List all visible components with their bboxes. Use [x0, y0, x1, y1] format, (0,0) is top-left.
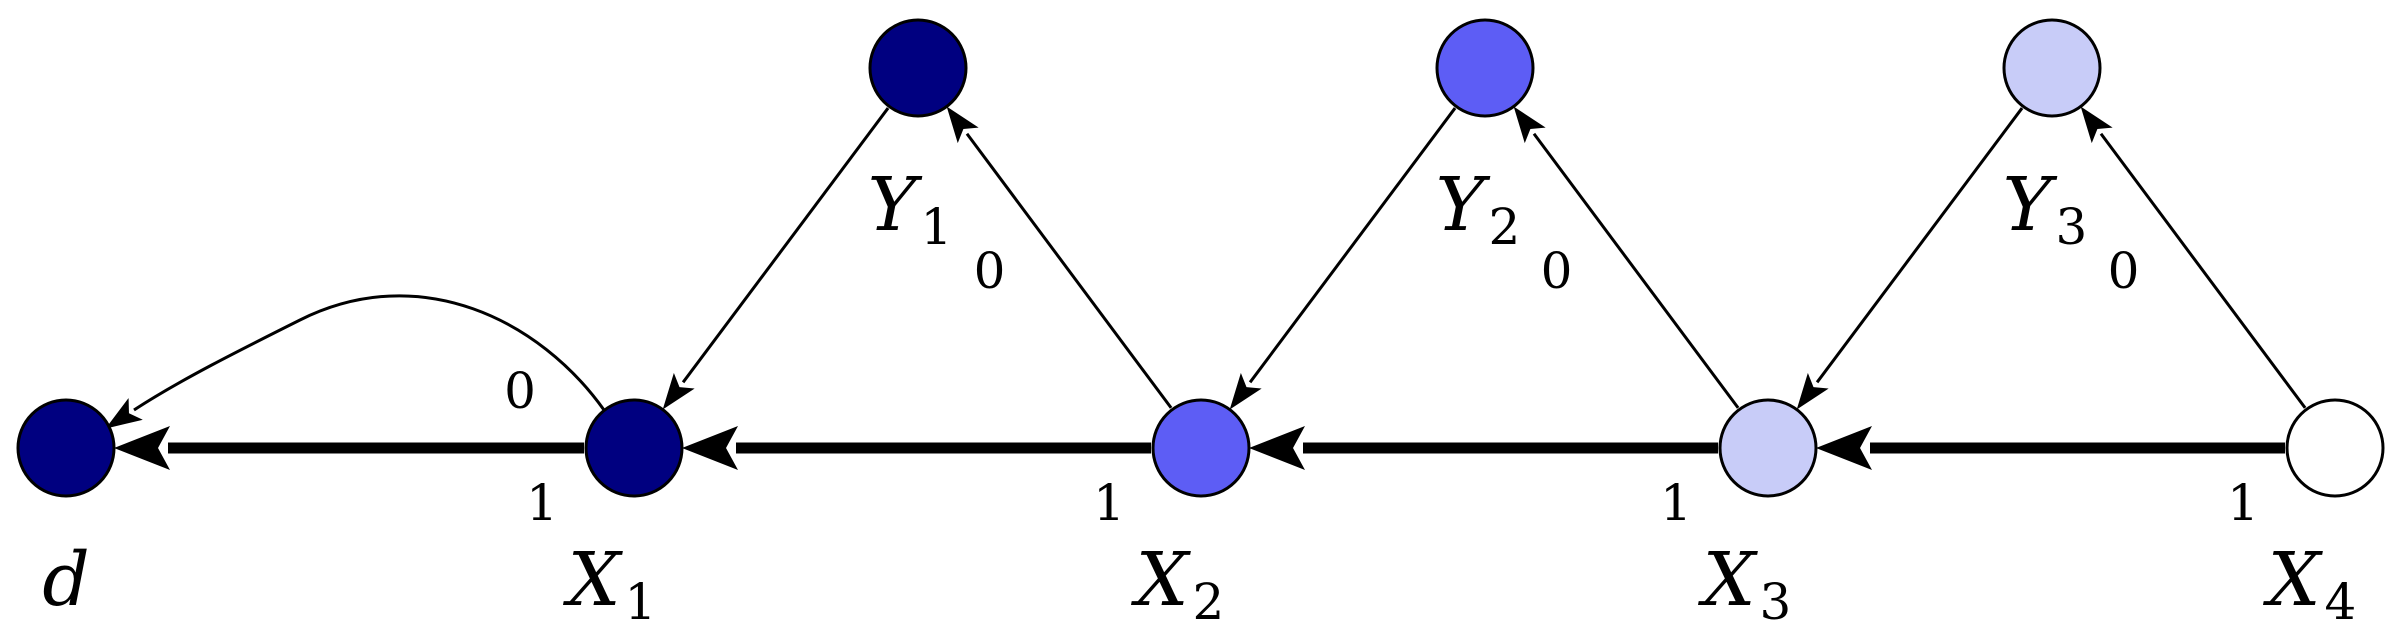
edge-X4-to-Y3 [2080, 106, 2307, 409]
node-label-d: d [42, 537, 89, 623]
edge-weight-label: 0 [2108, 242, 2140, 300]
node-Y1 [868, 18, 968, 118]
edge-Y1-to-X1 [662, 107, 890, 410]
node-X3 [1718, 398, 1818, 498]
node-label-Y1: Y1 [868, 162, 953, 256]
edge-weight-label: 1 [526, 474, 558, 532]
edge-Y2-to-X2 [1229, 107, 1457, 410]
edge-X1-to-d-curved [105, 294, 606, 429]
node-X2 [1151, 398, 1251, 498]
node-label-X3: X3 [1698, 537, 1792, 631]
node-Y3 [2002, 18, 2102, 118]
node-label-X2: X2 [1131, 537, 1225, 631]
edge-Y3-to-X3 [1796, 107, 2024, 410]
edge-weight-label: 0 [1541, 242, 1573, 300]
node-X4 [2285, 398, 2385, 498]
node-Y2 [1435, 18, 1535, 118]
edge-weight-label: 0 [974, 242, 1006, 300]
node-label-Y3: Y3 [2003, 162, 2088, 256]
edge-X2-to-Y1 [946, 106, 1173, 409]
node-label-X4: X4 [2263, 537, 2357, 631]
edge-weight-label: 1 [1660, 474, 1692, 532]
edge-weight-label: 1 [2227, 474, 2259, 532]
node-label-Y2: Y2 [1436, 162, 1521, 256]
node-X1 [584, 398, 684, 498]
node-label-X1: X1 [563, 537, 657, 631]
edge-weight-label: 0 [504, 362, 536, 420]
edge-X3-to-Y2 [1513, 106, 1740, 409]
edge-weight-label: 1 [1093, 474, 1125, 532]
node-d [16, 398, 116, 498]
